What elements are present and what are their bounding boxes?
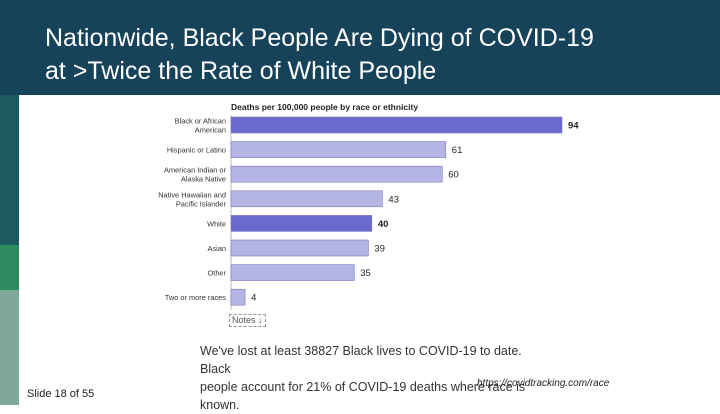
value-label-7: 4	[251, 293, 256, 304]
category-label-7: Two or more races	[165, 293, 227, 302]
value-label-6: 35	[360, 268, 371, 279]
notes-link[interactable]: Notes ↓	[229, 314, 266, 327]
category-label-2: American Indian or Alaska Native	[164, 166, 227, 184]
slide-title: Nationwide, Black People Are Dying of CO…	[45, 22, 715, 88]
category-label-line: Asian	[208, 244, 227, 253]
category-label-line: Two or more races	[165, 293, 227, 302]
slide-number: Slide 18 of 55	[27, 388, 95, 400]
chart-title: Deaths per 100,000 people by race or eth…	[231, 102, 418, 112]
slide-title-line-2: at >Twice the Rate of White People	[45, 57, 437, 85]
value-label-0: 94	[568, 121, 579, 132]
category-label-3: Native Hawaiian and Pacific Islander	[158, 190, 226, 208]
value-label-2: 60	[448, 170, 459, 181]
bar-1	[230, 141, 447, 158]
category-label-line: Alaska Native	[181, 175, 226, 184]
category-label-1: Hispanic or Latino	[167, 146, 226, 155]
bar-5	[230, 239, 369, 257]
category-label-line: Pacific Islander	[176, 199, 227, 208]
source-link[interactable]: https://covidtracking.com/race	[477, 378, 610, 389]
category-label-5: Asian	[208, 244, 227, 253]
category-label-6: Other	[208, 269, 227, 278]
slide-title-line-1: Nationwide, Black People Are Dying of CO…	[45, 24, 594, 52]
category-label-line: Other	[208, 269, 227, 278]
category-label-line: Native Hawaiian and	[158, 190, 226, 199]
value-label-3: 43	[388, 194, 399, 205]
left-stripe-middle	[0, 245, 19, 290]
category-label-line: American	[195, 126, 226, 135]
bar-7	[230, 288, 246, 306]
category-label-line: Black or African	[175, 117, 226, 126]
category-label-4: White	[207, 219, 226, 228]
category-label-line: American Indian or	[164, 166, 227, 175]
value-label-5: 39	[374, 244, 385, 255]
category-label-line: Hispanic or Latino	[167, 146, 226, 155]
value-label-1: 61	[452, 145, 463, 156]
header-bar	[0, 0, 720, 95]
left-stripe-top	[0, 95, 19, 245]
bar-6	[230, 264, 355, 281]
category-label-line: White	[207, 219, 226, 228]
bar-chart: Deaths per 100,000 people by race or eth…	[158, 102, 579, 310]
left-stripe-bottom	[0, 290, 19, 405]
bar-3	[230, 190, 383, 208]
bar-0	[230, 116, 563, 134]
bar-2	[230, 165, 443, 183]
bar-4	[230, 215, 373, 232]
category-label-0: Black or African American	[175, 117, 226, 135]
footnote-line-1: We've lost at least 38827 Black lives to…	[200, 344, 522, 376]
value-label-4: 40	[378, 219, 389, 230]
